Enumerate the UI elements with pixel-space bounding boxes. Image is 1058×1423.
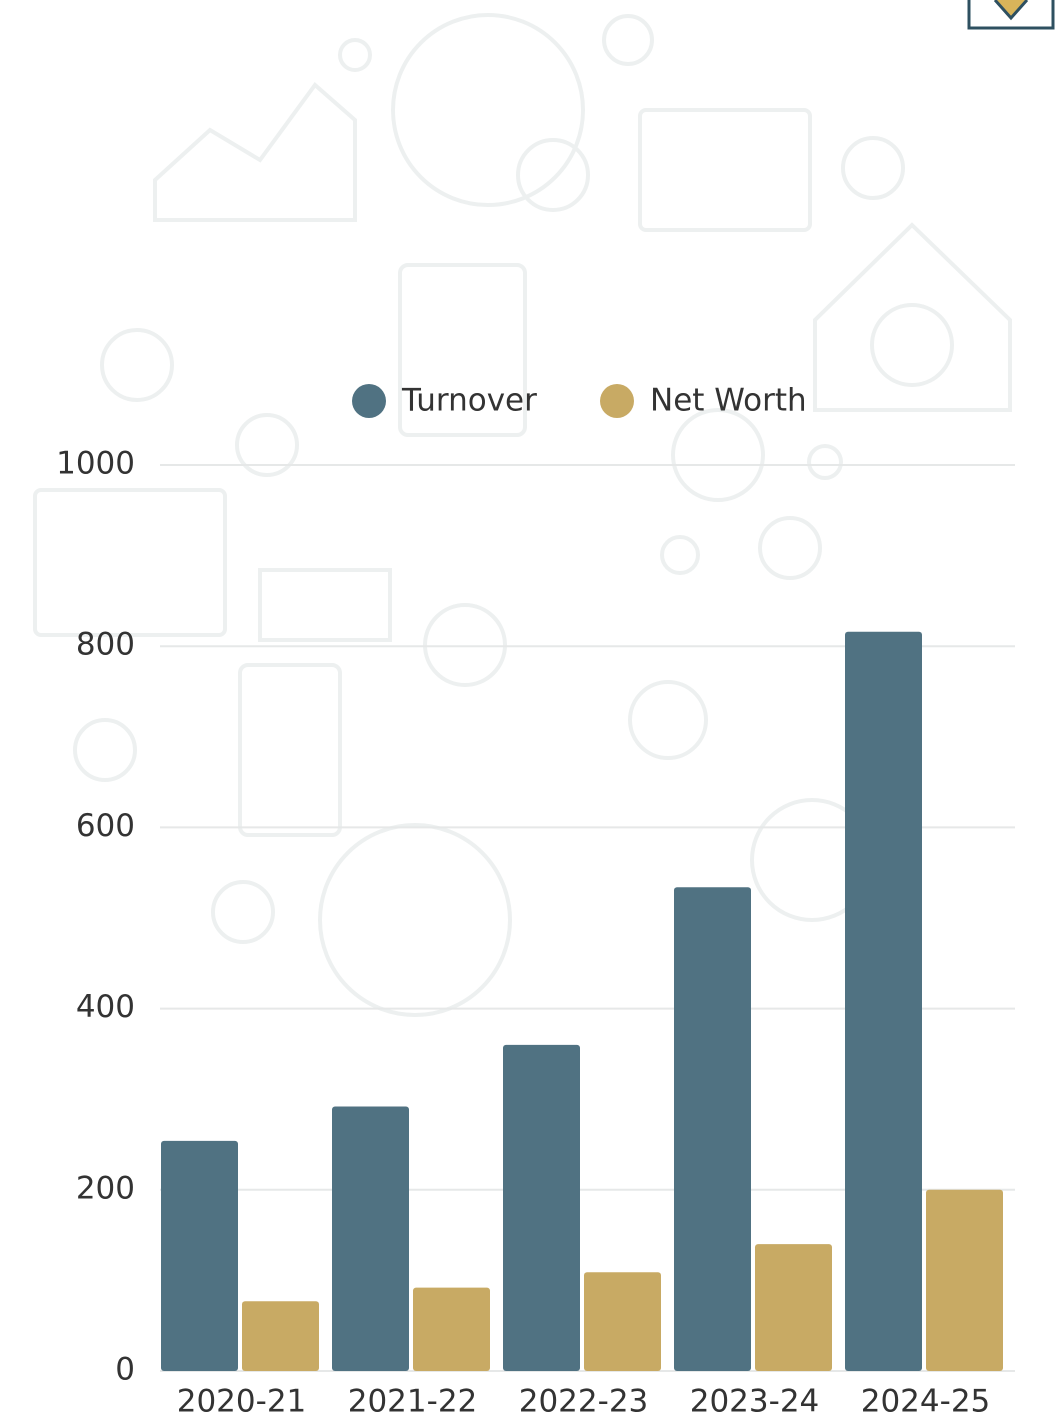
- x-tick-label: 2023-24: [690, 1384, 820, 1420]
- bar: [755, 1244, 832, 1371]
- page: {"chart_data": {"type": "bar", "categori…: [0, 0, 1058, 1423]
- bar: [503, 1045, 580, 1371]
- y-tick-label: 400: [76, 989, 135, 1025]
- legend-label: Turnover: [401, 383, 537, 419]
- y-tick-label: 200: [76, 1170, 135, 1206]
- x-tick-label: 2022-23: [519, 1384, 649, 1420]
- bar: [413, 1288, 490, 1371]
- bar: [242, 1301, 319, 1371]
- bar: [845, 632, 922, 1371]
- bar: [161, 1141, 238, 1371]
- bar: [332, 1106, 409, 1371]
- bar: [674, 887, 751, 1371]
- x-tick-label: 2021-22: [348, 1384, 478, 1420]
- legend-label: Net Worth: [650, 383, 807, 419]
- y-tick-label: 0: [115, 1352, 135, 1388]
- chart: 0 200 400 600 800 1000 Turnover Net Worth 2020-2…: [0, 0, 1058, 1419]
- bar: [926, 1190, 1003, 1371]
- y-tick-label: 1000: [56, 446, 135, 482]
- bar: [584, 1272, 661, 1371]
- legend-swatch: [600, 384, 634, 418]
- y-tick-label: 800: [76, 627, 135, 663]
- logo: [969, 0, 1053, 28]
- legend-swatch: [352, 384, 386, 418]
- y-tick-label: 600: [76, 808, 135, 844]
- x-tick-label: 2024-25: [861, 1384, 991, 1420]
- x-tick-label: 2020-21: [177, 1384, 307, 1420]
